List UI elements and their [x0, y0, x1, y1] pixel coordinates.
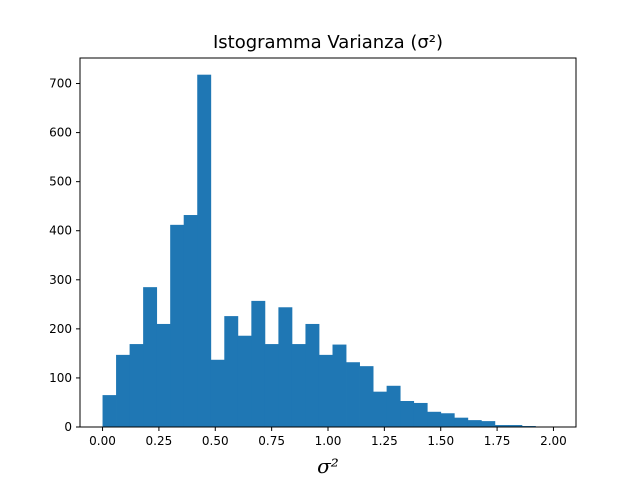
y-tick-label: 0 — [64, 420, 72, 434]
histogram-bar — [481, 421, 496, 427]
y-axis-ticks: 0 100 200 300 400 500 600 700 — [49, 77, 80, 434]
histogram-bar — [440, 413, 455, 427]
y-tick-label: 400 — [49, 224, 72, 238]
x-tick-label: 0.00 — [89, 434, 116, 448]
chart-title: Istogramma Varianza (σ²) — [213, 32, 443, 53]
histogram-bar — [332, 344, 347, 427]
x-tick-label: 0.25 — [146, 434, 173, 448]
x-axis-label: σ² — [317, 454, 339, 478]
x-tick-label: 1.25 — [371, 434, 398, 448]
x-tick-label: 0.50 — [202, 434, 229, 448]
histogram-bar — [143, 287, 158, 427]
histogram-bar — [116, 354, 130, 427]
histogram-bar — [251, 300, 266, 427]
y-tick-label: 200 — [49, 322, 72, 336]
histogram-bar — [508, 425, 523, 427]
histogram-bar — [291, 344, 306, 427]
histogram-bar — [102, 395, 117, 427]
histogram-bar — [156, 323, 171, 427]
histogram-bar — [386, 385, 401, 427]
histogram-bar — [305, 323, 320, 427]
y-tick-label: 500 — [49, 175, 72, 189]
histogram-bar — [494, 425, 509, 427]
y-tick-label: 700 — [49, 77, 72, 91]
histogram-bar — [129, 344, 144, 427]
histogram-bar — [224, 316, 239, 427]
histogram-bar — [264, 344, 279, 427]
plot-frame — [79, 57, 577, 428]
histogram-bar — [346, 362, 360, 427]
histogram-bar — [454, 417, 469, 427]
x-tick-label: 1.50 — [427, 434, 454, 448]
histogram-bar — [318, 354, 333, 427]
x-tick-label: 1.00 — [315, 434, 342, 448]
histogram-bar — [278, 307, 293, 427]
histogram-bar — [237, 335, 252, 427]
histogram-bar — [467, 420, 482, 427]
histogram-bar — [373, 391, 388, 427]
bars-group — [102, 74, 536, 428]
histogram-bar — [210, 359, 225, 427]
histogram-bar — [183, 215, 198, 427]
y-tick-label: 300 — [49, 273, 72, 287]
histogram-bar — [197, 74, 212, 428]
x-tick-label: 0.75 — [258, 434, 285, 448]
histogram-bar — [413, 402, 428, 427]
x-axis-ticks: 0.00 0.25 0.50 0.75 1.00 1.25 1.50 1.75 2.00 — [89, 427, 567, 448]
y-tick-label: 600 — [49, 126, 72, 140]
y-tick-label: 100 — [49, 371, 72, 385]
x-tick-label: 1.75 — [484, 434, 511, 448]
histogram-bar — [427, 411, 442, 427]
x-tick-label: 2.00 — [540, 434, 567, 448]
histogram-bar — [400, 400, 415, 427]
histogram-bar — [359, 366, 374, 427]
histogram-bar — [170, 224, 185, 427]
